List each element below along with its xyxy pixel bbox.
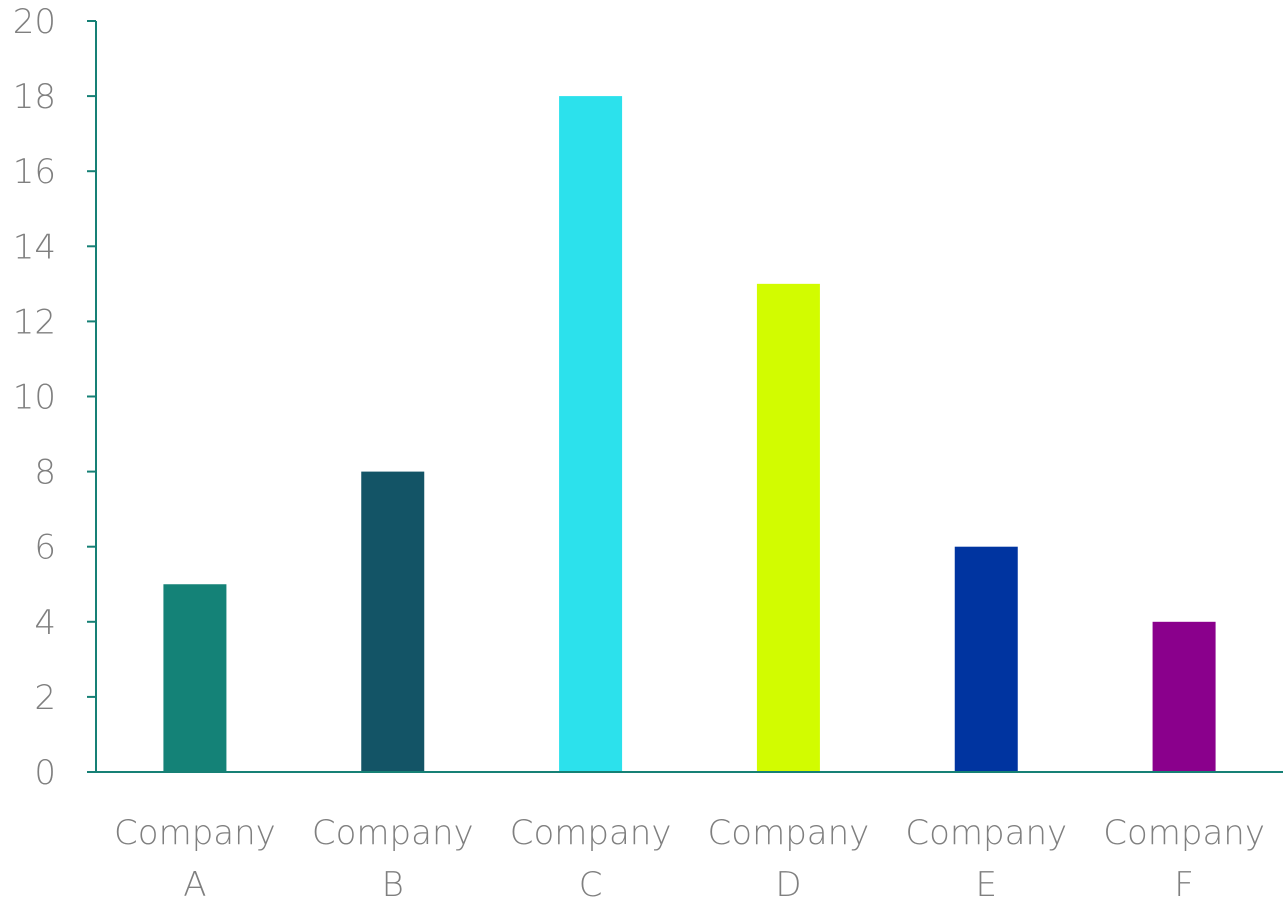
y-tick-label: 16 xyxy=(13,152,56,192)
x-category-label-line: Company xyxy=(905,813,1067,853)
x-category-label-line: F xyxy=(1174,865,1194,903)
y-tick-label: 10 xyxy=(13,378,56,418)
y-axis-ticks: 0 2 4 6 8 10 12 14 16 18 20 xyxy=(13,2,96,793)
y-tick-label: 18 xyxy=(13,77,56,117)
bar-c xyxy=(559,96,623,773)
x-category-label-line: Company xyxy=(312,813,474,853)
x-category-label: Company F xyxy=(1103,813,1265,903)
bar-d xyxy=(756,283,820,772)
bars xyxy=(163,96,1216,773)
y-tick-label: 4 xyxy=(34,603,56,643)
y-tick-label: 6 xyxy=(34,528,56,568)
x-category-label: Company E xyxy=(905,813,1067,903)
x-category-label-line: A xyxy=(183,865,206,903)
x-category-label-line: C xyxy=(579,865,603,903)
y-tick-label: 14 xyxy=(13,227,56,267)
x-category-label: Company C xyxy=(510,813,672,903)
bar-a xyxy=(163,584,227,772)
x-category-label: Company B xyxy=(312,813,474,903)
x-category-label: Company A xyxy=(114,813,276,903)
x-category-label-line: Company xyxy=(1103,813,1265,853)
x-category-label-line: E xyxy=(976,865,997,903)
y-tick-label: 12 xyxy=(13,302,56,342)
y-tick-label: 0 xyxy=(34,753,56,793)
x-category-label-line: D xyxy=(775,865,801,903)
x-axis-labels: Company A Company B Company C Company D Company E… xyxy=(114,813,1265,903)
bar-e xyxy=(954,546,1018,772)
y-tick-label: 8 xyxy=(34,453,56,493)
x-category-label: Company D xyxy=(708,813,870,903)
y-tick-label: 2 xyxy=(34,678,56,718)
x-category-label-line: Company xyxy=(510,813,672,853)
y-tick-label: 20 xyxy=(13,2,56,42)
bar-b xyxy=(361,471,425,772)
bar-f xyxy=(1152,621,1216,772)
x-category-label-line: Company xyxy=(708,813,870,853)
x-category-label-line: Company xyxy=(114,813,276,853)
x-category-label-line: B xyxy=(382,865,404,903)
